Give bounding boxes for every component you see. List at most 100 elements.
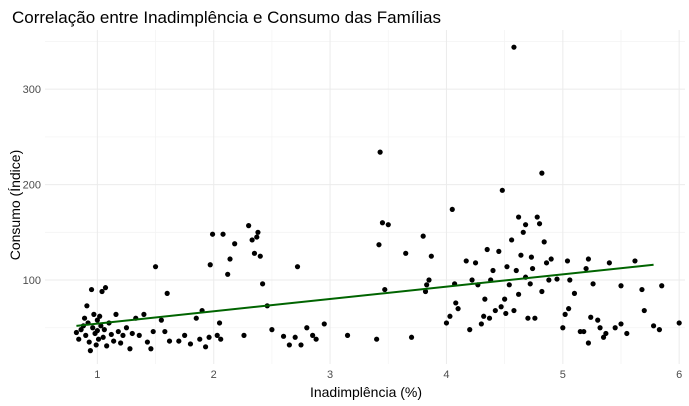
data-point <box>93 342 99 348</box>
data-point <box>120 332 126 338</box>
data-point <box>504 264 510 270</box>
data-point <box>379 220 386 226</box>
data-point <box>254 234 260 240</box>
data-point <box>588 314 594 320</box>
data-point <box>499 187 505 193</box>
data-point <box>560 325 566 331</box>
data-point <box>571 290 578 296</box>
data-point <box>511 44 517 50</box>
data-point <box>144 339 150 345</box>
data-point <box>639 286 645 293</box>
data-point <box>511 307 517 314</box>
data-point <box>118 340 124 346</box>
data-point <box>101 327 107 333</box>
data-point <box>294 264 301 270</box>
data-point <box>304 325 310 331</box>
data-point <box>595 317 601 323</box>
data-point <box>95 336 102 342</box>
data-point <box>98 323 104 329</box>
data-point <box>420 233 426 239</box>
data-point <box>141 311 147 317</box>
x-tick-label: 6 <box>676 369 682 381</box>
data-point <box>554 276 560 282</box>
data-point <box>83 332 89 338</box>
data-point <box>597 325 603 331</box>
data-point <box>583 265 589 272</box>
data-point <box>81 315 88 321</box>
data-point <box>600 334 607 340</box>
data-point <box>543 260 550 266</box>
data-point <box>286 342 292 348</box>
data-point <box>187 341 194 347</box>
data-point <box>207 262 213 268</box>
data-point <box>447 313 453 319</box>
data-point <box>455 306 461 312</box>
data-point <box>422 288 429 295</box>
data-point <box>502 296 508 302</box>
data-point <box>344 332 351 338</box>
data-point <box>257 253 263 259</box>
data-point <box>449 206 455 213</box>
data-point <box>498 304 504 310</box>
data-point <box>528 254 535 260</box>
data-point <box>385 222 391 228</box>
data-point <box>123 325 130 331</box>
data-point <box>541 239 547 245</box>
data-point <box>136 332 142 338</box>
data-point <box>127 346 133 352</box>
data-point <box>111 338 117 344</box>
data-point <box>182 332 188 338</box>
data-point <box>87 348 93 354</box>
data-point <box>376 242 382 248</box>
data-point <box>453 300 459 306</box>
data-point <box>382 286 388 293</box>
data-point <box>292 334 298 340</box>
data-point <box>548 256 554 262</box>
data-point <box>241 332 247 338</box>
data-point <box>484 246 490 253</box>
data-point <box>564 258 571 264</box>
data-point <box>227 256 233 262</box>
data-point <box>232 241 238 247</box>
data-point <box>443 320 450 326</box>
data-point <box>255 229 261 235</box>
data-point <box>469 277 475 283</box>
data-point <box>408 334 415 340</box>
data-point <box>73 329 80 336</box>
data-point <box>581 328 587 335</box>
data-point <box>503 310 509 317</box>
data-point <box>562 311 568 317</box>
y-tick-label: 100 <box>23 275 41 287</box>
data-point <box>313 336 319 342</box>
data-point <box>148 346 154 352</box>
data-point <box>321 321 327 327</box>
x-tick-label: 5 <box>560 369 566 381</box>
data-point <box>377 149 383 155</box>
data-point <box>481 313 487 319</box>
data-point <box>246 223 252 229</box>
data-point <box>539 170 545 176</box>
data-point <box>269 327 275 333</box>
data-point <box>603 330 609 337</box>
data-point <box>650 323 657 329</box>
data-point <box>606 260 612 266</box>
data-points <box>73 44 682 354</box>
y-axis-title: Consumo (Índice) <box>7 150 23 261</box>
data-point <box>176 338 182 344</box>
x-axis-tick-labels: 1 2 3 4 5 6 <box>94 369 682 381</box>
data-point <box>536 221 543 227</box>
data-point <box>102 285 109 291</box>
data-point <box>518 252 524 258</box>
data-point <box>164 290 170 296</box>
data-point <box>84 303 90 309</box>
data-point <box>516 291 522 297</box>
data-point <box>94 328 100 334</box>
data-point <box>90 325 96 331</box>
x-tick-label: 4 <box>443 369 449 381</box>
data-point <box>659 283 665 289</box>
data-point <box>260 281 266 287</box>
data-point <box>522 222 529 228</box>
data-point <box>310 332 316 338</box>
data-point <box>197 336 203 342</box>
data-point <box>546 277 552 283</box>
